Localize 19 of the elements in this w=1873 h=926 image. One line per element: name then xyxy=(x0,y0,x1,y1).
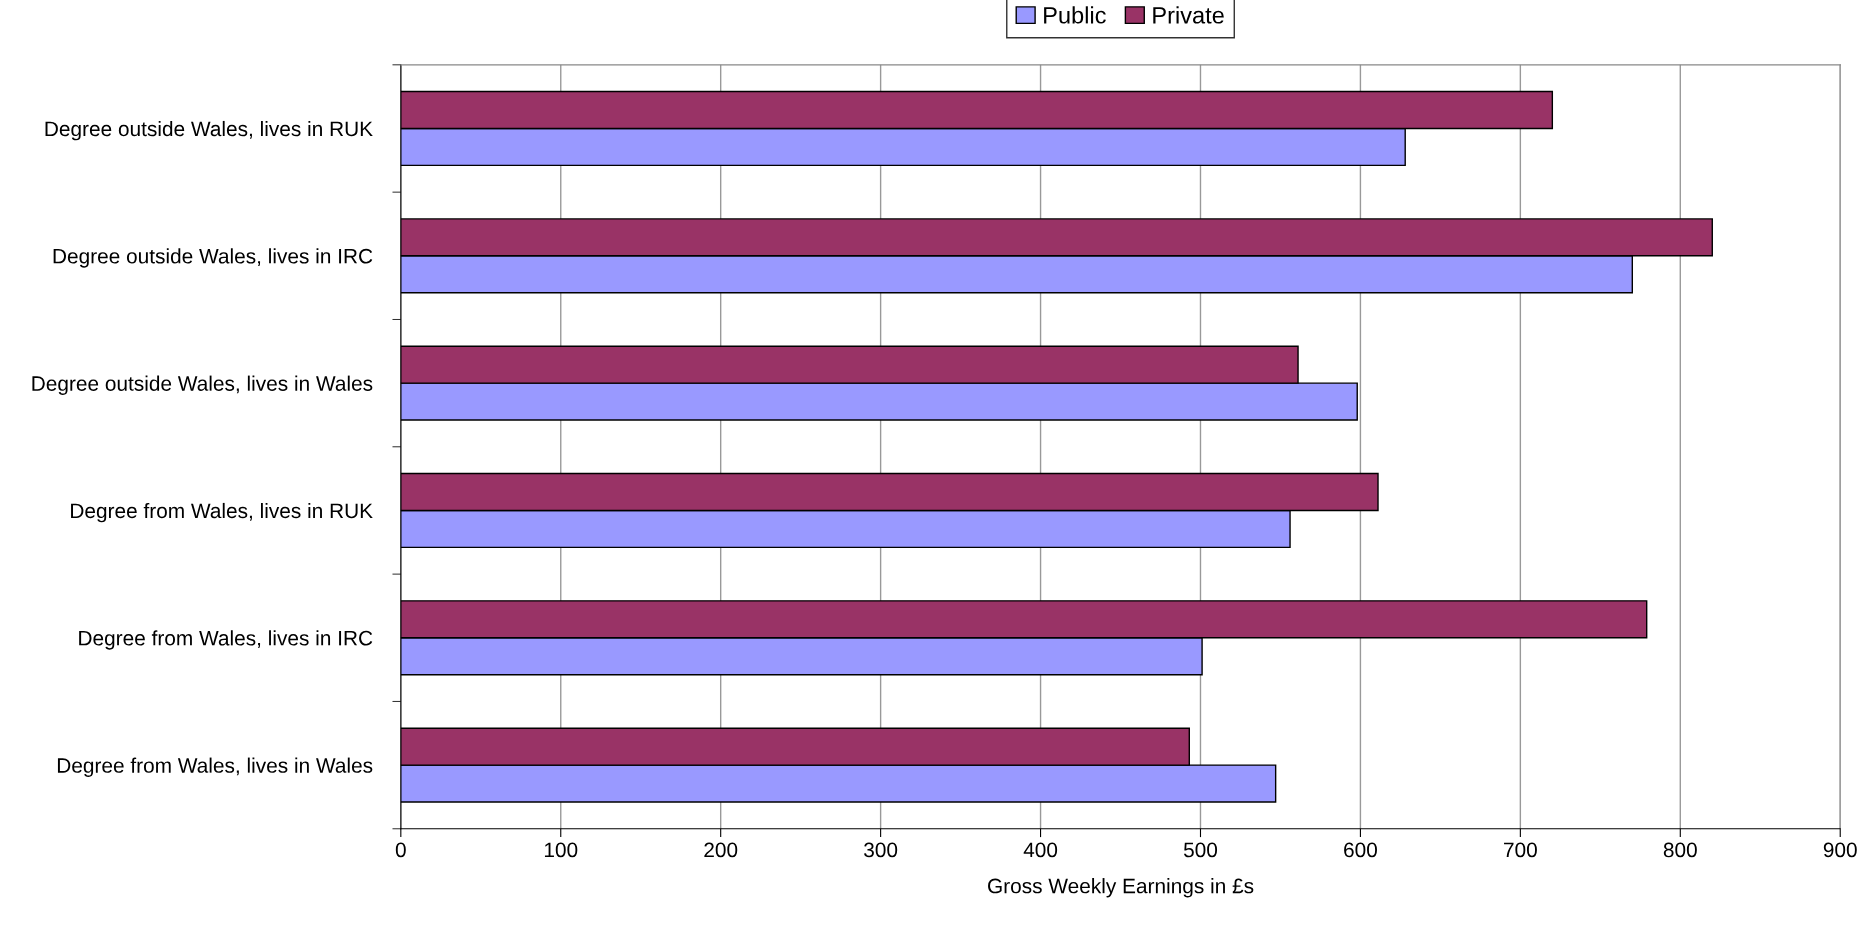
x-tick-label: 600 xyxy=(1344,842,1377,858)
x-axis-title: Gross Weekly Earnings in £s xyxy=(988,878,1254,898)
x-tick-label: 700 xyxy=(1504,842,1537,858)
x-tick-label: 300 xyxy=(864,842,898,858)
x-tick-label: 200 xyxy=(704,842,738,858)
x-tick-label: 0 xyxy=(395,842,406,858)
x-tick-label: 500 xyxy=(1183,842,1218,858)
y-tick-label: Degree from Wales, lives in Wales xyxy=(57,757,373,777)
legend-label: Public xyxy=(1044,6,1106,24)
y-tick-label: Degree from Wales, lives in RUK xyxy=(71,502,373,523)
x-tick-label: 800 xyxy=(1663,842,1697,858)
y-tick-label: Degree outside Wales, lives in Wales xyxy=(32,375,373,395)
x-tick-label: 100 xyxy=(544,842,578,858)
x-tick-label: 400 xyxy=(1023,842,1058,858)
y-tick-label: Degree outside Wales, lives in IRC xyxy=(53,248,373,268)
legend-label: Private xyxy=(1153,6,1224,24)
y-tick-label: Degree from Wales, lives in IRC xyxy=(79,630,373,650)
x-tick-label: 900 xyxy=(1823,842,1857,858)
y-tick-label: Degree outside Wales, lives in RUK xyxy=(45,120,373,141)
